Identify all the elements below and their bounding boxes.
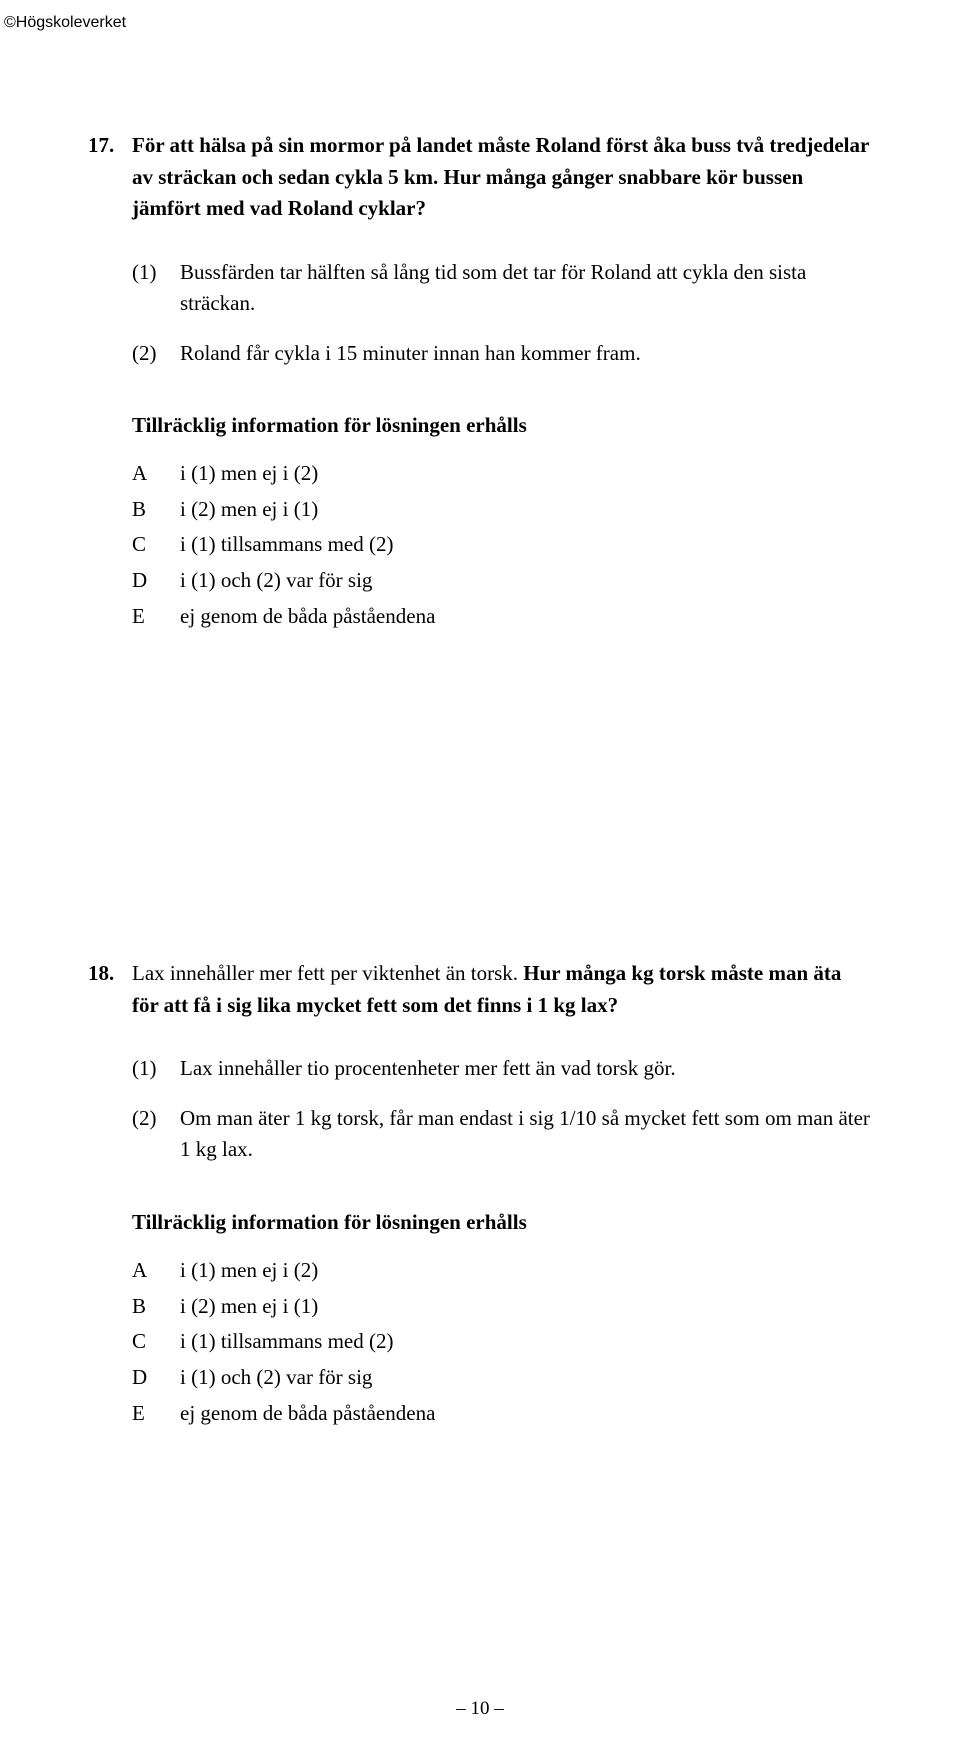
- question-stem: 18. Lax innehåller mer fett per viktenhe…: [88, 958, 872, 1021]
- statement-number: (2): [132, 1103, 180, 1166]
- statement-list: (1) Bussfärden tar hälften så lång tid s…: [132, 257, 872, 370]
- answer-text: i (1) tillsammans med (2): [180, 527, 393, 563]
- statement-2: (2) Om man äter 1 kg torsk, får man enda…: [132, 1103, 872, 1166]
- answer-option-e: E ej genom de båda påståendena: [132, 1396, 872, 1432]
- answer-letter: B: [132, 1289, 180, 1325]
- answer-option-a: A i (1) men ej i (2): [132, 456, 872, 492]
- question-number: 17.: [88, 130, 132, 225]
- statement-number: (2): [132, 338, 180, 370]
- statement-1: (1) Lax innehåller tio procentenheter me…: [132, 1053, 872, 1085]
- question-17: 17. För att hälsa på sin mormor på lande…: [88, 130, 872, 634]
- answer-letter: A: [132, 1253, 180, 1289]
- answer-option-b: B i (2) men ej i (1): [132, 1289, 872, 1325]
- question-number: 18.: [88, 958, 132, 1021]
- answer-text: i (1) och (2) var för sig: [180, 1360, 372, 1396]
- spacer: [88, 698, 872, 958]
- statement-number: (1): [132, 257, 180, 320]
- answer-heading: Tillräcklig information för lösningen er…: [132, 1210, 872, 1235]
- answer-text: i (1) tillsammans med (2): [180, 1324, 393, 1360]
- answer-text: i (1) och (2) var för sig: [180, 563, 372, 599]
- answer-letter: A: [132, 456, 180, 492]
- page-number: – 10 –: [0, 1698, 960, 1720]
- answer-letter: E: [132, 1396, 180, 1432]
- answer-text: i (1) men ej i (2): [180, 1253, 318, 1289]
- answer-text: ej genom de båda påståendena: [180, 1396, 435, 1432]
- statement-text: Om man äter 1 kg torsk, får man endast i…: [180, 1103, 872, 1166]
- copyright-text: ©Högskoleverket: [4, 14, 126, 32]
- question-text: För att hälsa på sin mormor på landet må…: [132, 130, 872, 225]
- content-area: 17. För att hälsa på sin mormor på lande…: [88, 130, 872, 1495]
- answer-option-e: E ej genom de båda påståendena: [132, 599, 872, 635]
- page: ©Högskoleverket 17. För att hälsa på sin…: [0, 0, 960, 1758]
- answer-text: ej genom de båda påståendena: [180, 599, 435, 635]
- answer-option-b: B i (2) men ej i (1): [132, 492, 872, 528]
- answer-list: A i (1) men ej i (2) B i (2) men ej i (1…: [132, 1253, 872, 1431]
- statement-1: (1) Bussfärden tar hälften så lång tid s…: [132, 257, 872, 320]
- answer-option-d: D i (1) och (2) var för sig: [132, 1360, 872, 1396]
- answer-letter: D: [132, 1360, 180, 1396]
- question-18: 18. Lax innehåller mer fett per viktenhe…: [88, 958, 872, 1431]
- answer-letter: E: [132, 599, 180, 635]
- answer-letter: C: [132, 1324, 180, 1360]
- answer-letter: C: [132, 527, 180, 563]
- answer-option-d: D i (1) och (2) var för sig: [132, 563, 872, 599]
- question-text-plain: Lax innehåller mer fett per viktenhet än…: [132, 961, 523, 985]
- answer-option-a: A i (1) men ej i (2): [132, 1253, 872, 1289]
- answer-letter: D: [132, 563, 180, 599]
- answer-option-c: C i (1) tillsammans med (2): [132, 1324, 872, 1360]
- statement-text: Lax innehåller tio procentenheter mer fe…: [180, 1053, 676, 1085]
- answer-option-c: C i (1) tillsammans med (2): [132, 527, 872, 563]
- answer-heading: Tillräcklig information för lösningen er…: [132, 413, 872, 438]
- answer-text: i (1) men ej i (2): [180, 456, 318, 492]
- statement-text: Bussfärden tar hälften så lång tid som d…: [180, 257, 872, 320]
- answer-text: i (2) men ej i (1): [180, 1289, 318, 1325]
- answer-list: A i (1) men ej i (2) B i (2) men ej i (1…: [132, 456, 872, 634]
- question-text: Lax innehåller mer fett per viktenhet än…: [132, 958, 872, 1021]
- question-stem: 17. För att hälsa på sin mormor på lande…: [88, 130, 872, 225]
- statement-list: (1) Lax innehåller tio procentenheter me…: [132, 1053, 872, 1166]
- answer-text: i (2) men ej i (1): [180, 492, 318, 528]
- statement-text: Roland får cykla i 15 minuter innan han …: [180, 338, 641, 370]
- statement-number: (1): [132, 1053, 180, 1085]
- answer-letter: B: [132, 492, 180, 528]
- statement-2: (2) Roland får cykla i 15 minuter innan …: [132, 338, 872, 370]
